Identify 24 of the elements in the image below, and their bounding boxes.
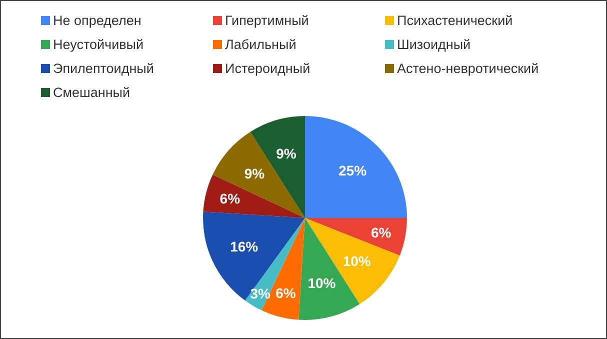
legend-label: Истероидный [225,61,310,76]
data-label: 16% [230,238,259,255]
legend-label: Лабильный [225,37,296,52]
legend-label: Астено-невротический [397,61,539,76]
pie-slice [305,218,407,256]
pie-slice [212,132,305,218]
data-label: 6% [220,190,241,207]
pie-slice [203,212,305,301]
legend-label: Шизоидный [397,37,471,52]
data-label: 25% [338,162,368,178]
data-label: 10% [342,252,372,269]
pie-slice [305,116,407,218]
legend-label: Неустойчивый [53,37,144,52]
data-label: 6% [371,224,392,241]
data-label: 9% [276,145,297,162]
legend-label: Гипертимный [225,13,309,28]
legend-label: Смешанный [53,85,130,100]
legend-label: Эпилептоидный [53,61,154,76]
data-label: 9% [244,165,266,182]
data-label: 10% [308,275,336,292]
pie-slice [305,218,400,304]
legend-label: Не определен [53,13,142,28]
legend-label: Психастенический [397,13,513,28]
data-label: 6% [276,285,296,302]
